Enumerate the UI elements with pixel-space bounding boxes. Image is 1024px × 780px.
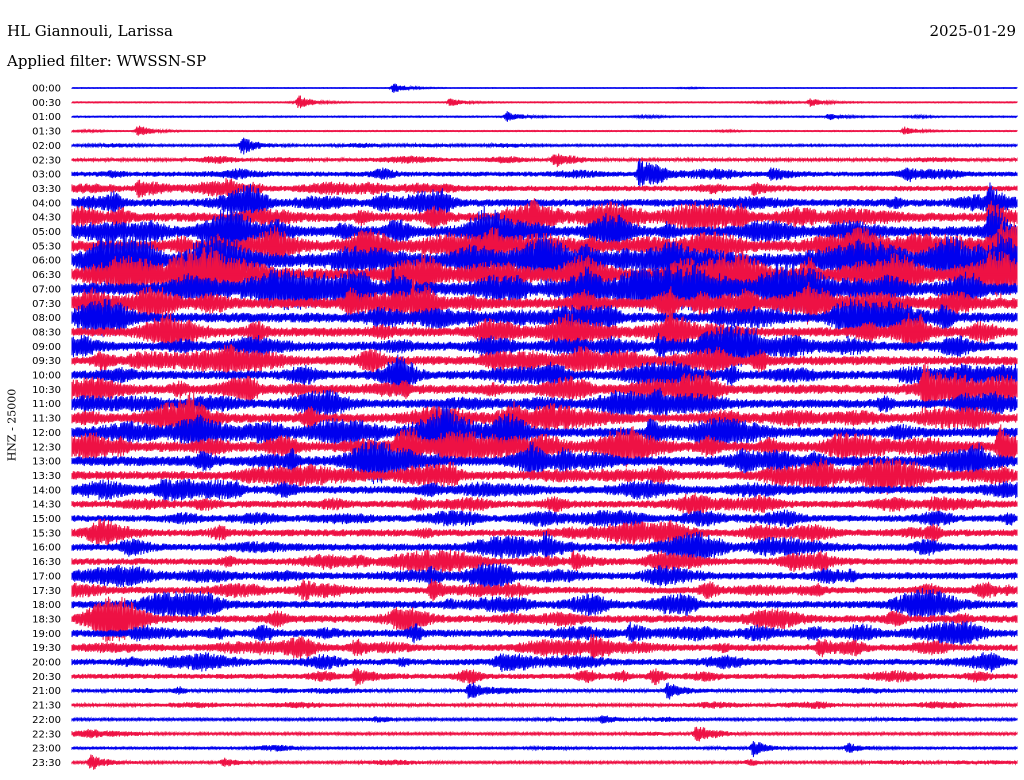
date-label: 2025-01-29	[929, 22, 1016, 40]
trace-label: 12:00	[32, 428, 61, 439]
trace-label: 03:00	[32, 170, 61, 181]
seismic-trace	[71, 492, 1018, 516]
trace-label: 18:00	[32, 600, 61, 611]
trace-label: 07:00	[32, 284, 61, 295]
trace-label: 00:30	[32, 98, 61, 109]
trace-label: 17:00	[32, 571, 61, 582]
trace-label: 21:00	[32, 686, 61, 697]
trace-label: 08:30	[32, 327, 61, 338]
trace-label: 10:30	[32, 385, 61, 396]
traces	[71, 83, 1018, 770]
trace-label: 14:00	[32, 485, 61, 496]
filter-label: Applied filter:	[7, 52, 112, 70]
filter-value: WWSSN-SP	[116, 52, 207, 70]
trace-label: 13:30	[32, 471, 61, 482]
trace-label: 15:00	[32, 514, 61, 525]
trace-label: 16:00	[32, 543, 61, 554]
trace-label: 07:30	[32, 299, 61, 310]
trace-label: 03:30	[32, 184, 61, 195]
trace-label: 01:00	[32, 112, 61, 123]
filter-line: Applied filter: WWSSN-SP	[7, 52, 206, 70]
seismic-trace	[71, 344, 1018, 377]
seismic-trace	[71, 262, 1018, 316]
trace-label: 04:30	[32, 213, 61, 224]
trace-labels: 00:00 00:30 01:00 01:30 02:00 02:30 03:00 03:30…	[32, 84, 61, 769]
trace-label: 14:30	[32, 500, 61, 511]
trace-label: 00:00	[32, 84, 61, 95]
trace-label: 11:00	[32, 399, 61, 410]
trace-label: 12:30	[32, 442, 61, 453]
seismic-trace	[71, 182, 1018, 221]
trace-label: 06:30	[32, 270, 61, 281]
trace-label: 10:00	[32, 371, 61, 382]
trace-label: 16:30	[32, 557, 61, 568]
seismic-trace	[71, 741, 1018, 758]
trace-label: 02:30	[32, 155, 61, 166]
trace-label: 08:00	[32, 313, 61, 324]
trace-label: 17:30	[32, 586, 61, 597]
trace-label: 19:30	[32, 643, 61, 654]
trace-label: 18:30	[32, 614, 61, 625]
trace-label: 04:00	[32, 198, 61, 209]
trace-label: 02:00	[32, 141, 61, 152]
trace-label: 09:30	[32, 356, 61, 367]
trace-label: 11:30	[32, 414, 61, 425]
trace-label: 13:00	[32, 457, 61, 468]
trace-label: 19:00	[32, 629, 61, 640]
trace-label: 21:30	[32, 701, 61, 712]
seismic-trace	[71, 424, 1018, 470]
trace-label: 01:30	[32, 127, 61, 138]
trace-label: 05:30	[32, 241, 61, 252]
trace-label: 06:00	[32, 256, 61, 267]
trace-label: 23:30	[32, 758, 61, 769]
trace-label: 09:00	[32, 342, 61, 353]
trace-label: 23:00	[32, 744, 61, 755]
trace-label: 15:30	[32, 528, 61, 539]
trace-label: 20:30	[32, 672, 61, 683]
trace-label: 22:00	[32, 715, 61, 726]
seismic-trace	[71, 530, 1018, 564]
trace-label: 05:00	[32, 227, 61, 238]
seismic-trace	[71, 310, 1018, 352]
trace-label: 20:00	[32, 658, 61, 669]
trace-label: 22:30	[32, 729, 61, 740]
station-title: HL Giannouli, Larissa	[7, 22, 173, 40]
